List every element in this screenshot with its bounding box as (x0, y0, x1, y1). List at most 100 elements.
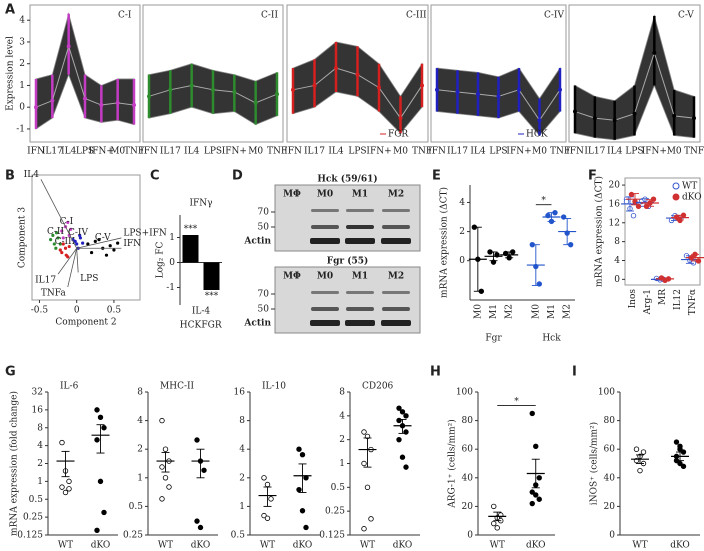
point (69, 227, 73, 231)
lane-label: M2 (388, 272, 404, 282)
data-point (59, 439, 65, 446)
y-tick-label: 60 (604, 445, 616, 455)
plot-frame (624, 177, 701, 286)
x-tick-label: IFN+ (222, 147, 247, 157)
cluster-title: C-I (118, 11, 132, 21)
x-tick-label: WT (490, 541, 505, 551)
mean-point (517, 87, 521, 92)
x-tick-label: M0 (667, 147, 682, 157)
data-point (533, 492, 539, 498)
y-tick-label: 40 (604, 473, 616, 483)
data-point (194, 518, 200, 524)
data-point (159, 417, 165, 424)
x-tick-label: IFN+ (366, 147, 391, 157)
panel-letter: A (5, 3, 15, 18)
y-tick-label: 0 (169, 258, 175, 268)
mean-point (455, 89, 460, 94)
x-tick-label: LPS (489, 147, 507, 157)
data-point (491, 503, 497, 510)
data-point (159, 496, 165, 502)
data-point (396, 436, 402, 443)
data-point (268, 496, 274, 502)
y-tick-label: 4 (19, 16, 25, 26)
data-point (261, 475, 267, 481)
point (66, 220, 70, 225)
y-axis-label: ARG-1⁺ (cells/mm²) (447, 419, 458, 508)
point (89, 250, 94, 255)
cluster-label: C-V (95, 233, 111, 243)
y-tick-label: 16 (234, 388, 246, 398)
y-tick-label: 32 (32, 388, 43, 398)
data-point (633, 446, 640, 452)
mean-point (612, 118, 617, 123)
y-tick-label: 2 (459, 227, 465, 237)
y-tick-label: 8 (37, 423, 43, 433)
data-point (396, 405, 402, 411)
panel-letter: C (150, 169, 160, 184)
band (382, 209, 410, 212)
y-tick-label: 0 (19, 103, 25, 113)
mean-point (168, 87, 173, 92)
mean-point (66, 44, 71, 49)
panel-letter: F (588, 169, 597, 184)
point (61, 242, 65, 246)
y-tick-label: 100 (598, 388, 615, 398)
loading-arrow (76, 248, 79, 273)
significance: *** (205, 292, 219, 302)
panel-letter: E (432, 169, 441, 184)
data-point (491, 520, 497, 527)
y-axis-label: iNOS⁺ (cells/mm²) (589, 422, 600, 505)
x-tick-label: dKO (191, 541, 211, 551)
mean-point (189, 83, 194, 88)
annotation: FGR (388, 130, 408, 140)
point (52, 242, 56, 246)
y-tick-label: 0.5 (29, 495, 44, 505)
x-tick-label: IL4 (61, 147, 77, 157)
data-point (630, 213, 637, 219)
mean-point (496, 94, 501, 99)
x-tick-label: M0 (531, 304, 541, 319)
data-point (94, 527, 100, 533)
lane-label: MΦ (283, 190, 301, 200)
loading-label: TNFa (41, 289, 67, 299)
y-axis-label: Component 3 (18, 207, 28, 268)
data-point (66, 478, 72, 485)
x-tick-label: IFN+ (89, 147, 114, 157)
point (116, 241, 120, 245)
point (104, 253, 109, 257)
group-label: Hck (542, 334, 561, 344)
x-tick-label: M0 (473, 304, 483, 319)
significance: *** (184, 225, 198, 235)
y-tick-label: 100 (456, 388, 473, 398)
mean-point (573, 109, 577, 114)
x-tick-label: IL17 (584, 147, 605, 157)
point (54, 231, 59, 235)
y-tick-label: 8 (614, 237, 620, 247)
point (93, 239, 97, 243)
chart-title: MHC-II (160, 382, 195, 392)
band (382, 307, 410, 311)
point (78, 236, 83, 240)
bar (182, 235, 199, 263)
x-tick-label: LPS (625, 147, 643, 157)
x-tick-label: IL17 (447, 147, 468, 157)
y-tick-label: 0 (459, 256, 465, 266)
data-point (396, 417, 402, 424)
mean-point (34, 105, 38, 110)
point (73, 239, 77, 243)
mean-point (398, 116, 403, 121)
mw-marker: 50 (258, 223, 270, 233)
data-point (194, 437, 200, 443)
x-tick-label: dKO (670, 541, 690, 551)
x-tick-label: IL4 (328, 147, 344, 157)
cluster-title: C-II (261, 11, 278, 21)
point (86, 242, 90, 246)
data-point (399, 454, 406, 460)
x-tick-label: M0 (110, 147, 125, 157)
mean-point (537, 118, 542, 123)
mean-point (476, 92, 480, 97)
mean-point (692, 116, 696, 121)
x-tick-label: IL17 (160, 147, 181, 157)
x-tick-label: WT (632, 541, 647, 551)
y-tick-label: 8 (239, 416, 245, 426)
